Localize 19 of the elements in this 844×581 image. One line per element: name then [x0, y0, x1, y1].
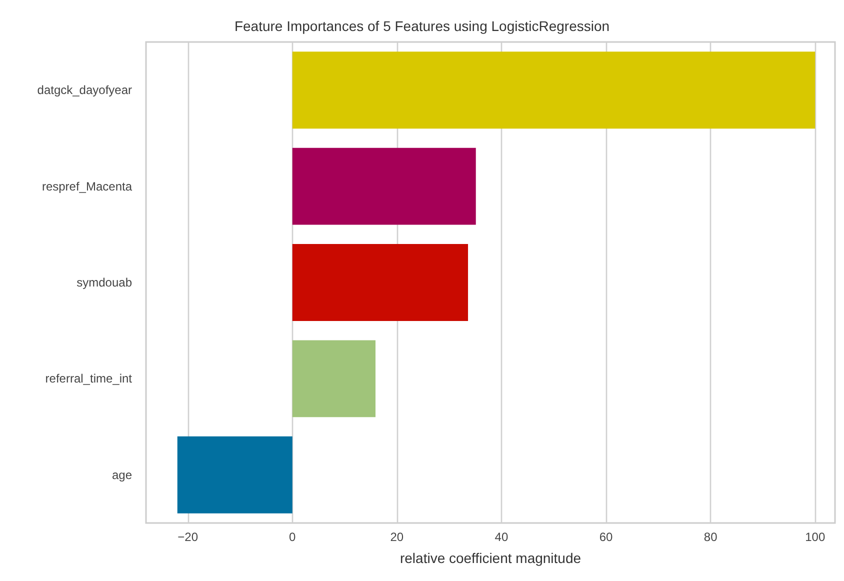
x-tick-label: 0	[289, 530, 296, 544]
x-axis-title: relative coefficient magnitude	[400, 550, 582, 566]
x-tick-label: 60	[599, 530, 614, 544]
bar	[292, 340, 376, 418]
chart-title: Feature Importances of 5 Features using LogisticRegression	[234, 18, 610, 34]
x-tick-label: −20	[178, 530, 198, 544]
y-tick-label: referral_time_int	[45, 372, 133, 386]
bar	[292, 52, 816, 129]
bar	[292, 148, 476, 225]
y-tick-label: datgck_dayofyear	[37, 83, 132, 98]
x-tick-label: 20	[390, 530, 404, 544]
y-tick-label: respref_Macenta	[42, 179, 132, 194]
x-tick-label: 80	[704, 530, 718, 544]
y-tick-label: age	[112, 468, 132, 482]
x-tick-label: 100	[805, 530, 826, 544]
bar	[292, 244, 468, 321]
y-tick-label: symdouab	[76, 276, 132, 290]
bar	[177, 436, 292, 514]
x-tick-label: 40	[494, 530, 508, 544]
